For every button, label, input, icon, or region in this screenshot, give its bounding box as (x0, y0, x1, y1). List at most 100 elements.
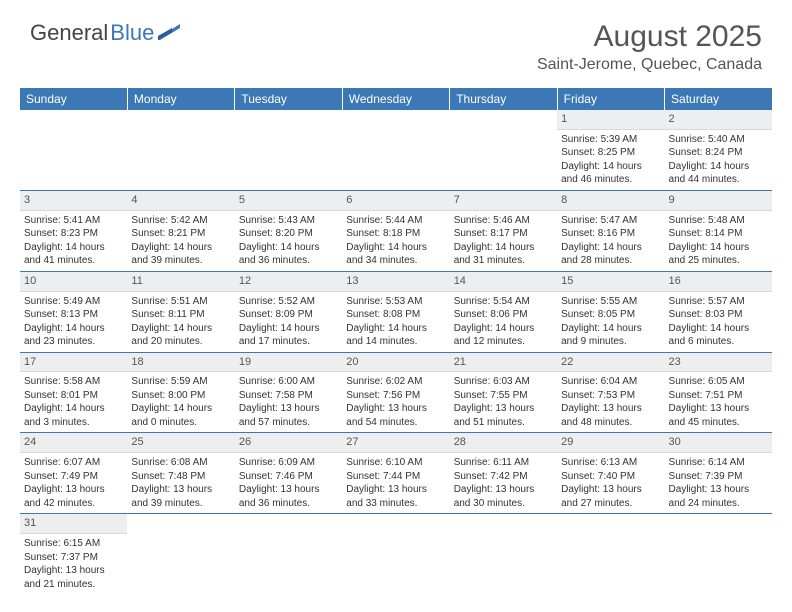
day-number: 29 (557, 433, 664, 453)
sunset-line: Sunset: 7:51 PM (669, 389, 768, 403)
day-body: Sunrise: 6:03 AMSunset: 7:55 PMDaylight:… (450, 372, 557, 432)
calendar-cell: 30Sunrise: 6:14 AMSunset: 7:39 PMDayligh… (665, 433, 772, 514)
sunset-line: Sunset: 7:39 PM (669, 470, 768, 484)
calendar-cell: 15Sunrise: 5:55 AMSunset: 8:05 PMDayligh… (557, 271, 664, 352)
sunrise-line: Sunrise: 5:58 AM (24, 375, 123, 389)
calendar-cell (557, 514, 664, 594)
calendar-week: 3Sunrise: 5:41 AMSunset: 8:23 PMDaylight… (20, 190, 772, 271)
sunrise-line: Sunrise: 5:49 AM (24, 295, 123, 309)
sunset-line: Sunset: 8:23 PM (24, 227, 123, 241)
calendar-cell: 18Sunrise: 5:59 AMSunset: 8:00 PMDayligh… (127, 352, 234, 433)
day-body: Sunrise: 6:07 AMSunset: 7:49 PMDaylight:… (20, 453, 127, 513)
sunset-line: Sunset: 8:17 PM (454, 227, 553, 241)
logo-flag-icon (158, 24, 180, 40)
calendar-cell: 27Sunrise: 6:10 AMSunset: 7:44 PMDayligh… (342, 433, 449, 514)
day-body: Sunrise: 5:49 AMSunset: 8:13 PMDaylight:… (20, 292, 127, 352)
day-body: Sunrise: 5:44 AMSunset: 8:18 PMDaylight:… (342, 211, 449, 271)
calendar-week: 24Sunrise: 6:07 AMSunset: 7:49 PMDayligh… (20, 433, 772, 514)
calendar-cell: 31Sunrise: 6:15 AMSunset: 7:37 PMDayligh… (20, 514, 127, 594)
sunset-line: Sunset: 7:53 PM (561, 389, 660, 403)
daylight-line: Daylight: 14 hours and 9 minutes. (561, 322, 660, 349)
logo-word1: General (30, 20, 108, 46)
calendar-cell (235, 110, 342, 190)
calendar-cell: 5Sunrise: 5:43 AMSunset: 8:20 PMDaylight… (235, 190, 342, 271)
day-body: Sunrise: 6:11 AMSunset: 7:42 PMDaylight:… (450, 453, 557, 513)
day-number: 30 (665, 433, 772, 453)
day-body: Sunrise: 6:08 AMSunset: 7:48 PMDaylight:… (127, 453, 234, 513)
daylight-line: Daylight: 13 hours and 45 minutes. (669, 402, 768, 429)
day-number: 26 (235, 433, 342, 453)
day-body: Sunrise: 5:43 AMSunset: 8:20 PMDaylight:… (235, 211, 342, 271)
sunrise-line: Sunrise: 6:04 AM (561, 375, 660, 389)
day-number: 13 (342, 272, 449, 292)
daylight-line: Daylight: 14 hours and 31 minutes. (454, 241, 553, 268)
day-number: 7 (450, 191, 557, 211)
sunrise-line: Sunrise: 6:13 AM (561, 456, 660, 470)
day-body: Sunrise: 5:54 AMSunset: 8:06 PMDaylight:… (450, 292, 557, 352)
calendar-cell: 1Sunrise: 5:39 AMSunset: 8:25 PMDaylight… (557, 110, 664, 190)
sunrise-line: Sunrise: 6:00 AM (239, 375, 338, 389)
sunrise-line: Sunrise: 5:44 AM (346, 214, 445, 228)
daylight-line: Daylight: 14 hours and 28 minutes. (561, 241, 660, 268)
calendar-cell: 16Sunrise: 5:57 AMSunset: 8:03 PMDayligh… (665, 271, 772, 352)
day-number: 16 (665, 272, 772, 292)
calendar-cell (665, 514, 772, 594)
daylight-line: Daylight: 14 hours and 39 minutes. (131, 241, 230, 268)
calendar-cell (342, 110, 449, 190)
calendar-cell: 24Sunrise: 6:07 AMSunset: 7:49 PMDayligh… (20, 433, 127, 514)
sunrise-line: Sunrise: 6:11 AM (454, 456, 553, 470)
sunset-line: Sunset: 7:48 PM (131, 470, 230, 484)
day-body: Sunrise: 5:51 AMSunset: 8:11 PMDaylight:… (127, 292, 234, 352)
day-number: 15 (557, 272, 664, 292)
daylight-line: Daylight: 14 hours and 25 minutes. (669, 241, 768, 268)
daylight-line: Daylight: 14 hours and 17 minutes. (239, 322, 338, 349)
day-number: 3 (20, 191, 127, 211)
calendar-table: SundayMondayTuesdayWednesdayThursdayFrid… (20, 88, 772, 594)
location: Saint-Jerome, Quebec, Canada (537, 56, 762, 74)
day-body: Sunrise: 5:58 AMSunset: 8:01 PMDaylight:… (20, 372, 127, 432)
daylight-line: Daylight: 13 hours and 24 minutes. (669, 483, 768, 510)
day-number: 6 (342, 191, 449, 211)
calendar-cell (342, 514, 449, 594)
sunset-line: Sunset: 7:55 PM (454, 389, 553, 403)
sunset-line: Sunset: 7:37 PM (24, 551, 123, 565)
day-number: 17 (20, 353, 127, 373)
day-body: Sunrise: 5:46 AMSunset: 8:17 PMDaylight:… (450, 211, 557, 271)
daylight-line: Daylight: 14 hours and 3 minutes. (24, 402, 123, 429)
day-body: Sunrise: 6:00 AMSunset: 7:58 PMDaylight:… (235, 372, 342, 432)
daylight-line: Daylight: 13 hours and 57 minutes. (239, 402, 338, 429)
calendar-cell: 6Sunrise: 5:44 AMSunset: 8:18 PMDaylight… (342, 190, 449, 271)
sunrise-line: Sunrise: 5:57 AM (669, 295, 768, 309)
day-number: 21 (450, 353, 557, 373)
sunset-line: Sunset: 7:49 PM (24, 470, 123, 484)
day-number: 22 (557, 353, 664, 373)
sunset-line: Sunset: 7:40 PM (561, 470, 660, 484)
sunset-line: Sunset: 7:46 PM (239, 470, 338, 484)
day-number: 10 (20, 272, 127, 292)
daylight-line: Daylight: 13 hours and 30 minutes. (454, 483, 553, 510)
daylight-line: Daylight: 13 hours and 36 minutes. (239, 483, 338, 510)
sunset-line: Sunset: 8:11 PM (131, 308, 230, 322)
sunrise-line: Sunrise: 6:09 AM (239, 456, 338, 470)
calendar-cell (127, 514, 234, 594)
day-number: 20 (342, 353, 449, 373)
day-body: Sunrise: 6:05 AMSunset: 7:51 PMDaylight:… (665, 372, 772, 432)
sunrise-line: Sunrise: 5:47 AM (561, 214, 660, 228)
daylight-line: Daylight: 13 hours and 42 minutes. (24, 483, 123, 510)
sunset-line: Sunset: 8:09 PM (239, 308, 338, 322)
calendar-cell: 10Sunrise: 5:49 AMSunset: 8:13 PMDayligh… (20, 271, 127, 352)
title-block: August 2025 Saint-Jerome, Quebec, Canada (537, 20, 762, 74)
sunrise-line: Sunrise: 5:53 AM (346, 295, 445, 309)
day-number: 8 (557, 191, 664, 211)
daylight-line: Daylight: 14 hours and 44 minutes. (669, 160, 768, 187)
calendar-cell (235, 514, 342, 594)
calendar-cell: 9Sunrise: 5:48 AMSunset: 8:14 PMDaylight… (665, 190, 772, 271)
sunset-line: Sunset: 8:25 PM (561, 146, 660, 160)
day-number: 14 (450, 272, 557, 292)
day-number: 9 (665, 191, 772, 211)
day-header: Wednesday (342, 88, 449, 110)
daylight-line: Daylight: 13 hours and 27 minutes. (561, 483, 660, 510)
daylight-line: Daylight: 14 hours and 0 minutes. (131, 402, 230, 429)
calendar-cell: 17Sunrise: 5:58 AMSunset: 8:01 PMDayligh… (20, 352, 127, 433)
sunrise-line: Sunrise: 6:10 AM (346, 456, 445, 470)
